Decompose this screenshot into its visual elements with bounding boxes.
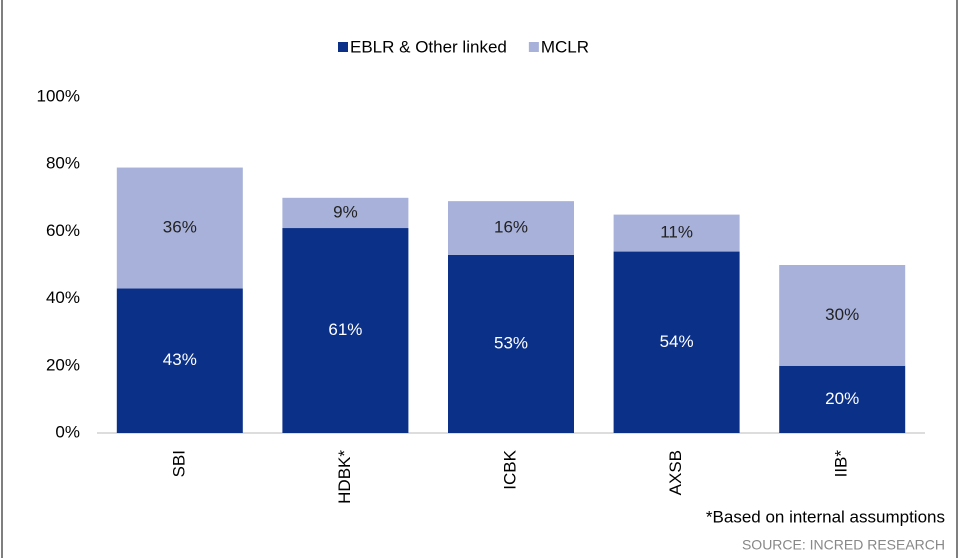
value-label: 61% — [328, 320, 362, 339]
x-tick-label: HDBK* — [335, 450, 354, 504]
value-label: 30% — [825, 305, 859, 324]
bar-segment — [282, 197, 409, 229]
bar-segment — [613, 251, 740, 433]
bar-segment — [448, 254, 574, 433]
value-label: 54% — [660, 332, 694, 351]
bar-segment — [282, 228, 409, 433]
bar-segment — [116, 167, 243, 289]
legend-label: MCLR — [541, 37, 589, 56]
source: SOURCE: INCRED RESEARCH — [742, 537, 945, 553]
x-tick-label: AXSB — [666, 450, 685, 495]
legend-swatch — [338, 42, 348, 52]
value-label: 16% — [494, 218, 528, 237]
bar-segment — [613, 214, 740, 252]
value-label: 53% — [494, 333, 528, 352]
value-label: 36% — [163, 218, 197, 237]
legend-label: EBLR & Other linked — [350, 37, 507, 56]
value-label: 20% — [825, 389, 859, 408]
value-label: 9% — [333, 202, 358, 221]
x-tick-label: SBI — [169, 450, 188, 477]
bar-segment — [116, 288, 243, 433]
bar-segment — [779, 265, 906, 366]
bar-segment — [448, 201, 574, 255]
y-tick-label: 80% — [46, 154, 80, 173]
footnote: *Based on internal assumptions — [706, 507, 945, 526]
legend-swatch — [528, 42, 539, 52]
x-tick-label: ICBK — [500, 449, 519, 489]
y-tick-label: 100% — [37, 86, 80, 105]
x-tick-label: IIB* — [832, 450, 851, 478]
y-tick-label: 0% — [55, 422, 80, 441]
y-tick-label: 40% — [46, 288, 80, 307]
value-label: 43% — [163, 350, 197, 369]
bar-segment — [779, 365, 906, 433]
value-label: 11% — [660, 223, 693, 242]
y-tick-label: 60% — [46, 221, 80, 240]
y-tick-label: 20% — [46, 355, 80, 374]
